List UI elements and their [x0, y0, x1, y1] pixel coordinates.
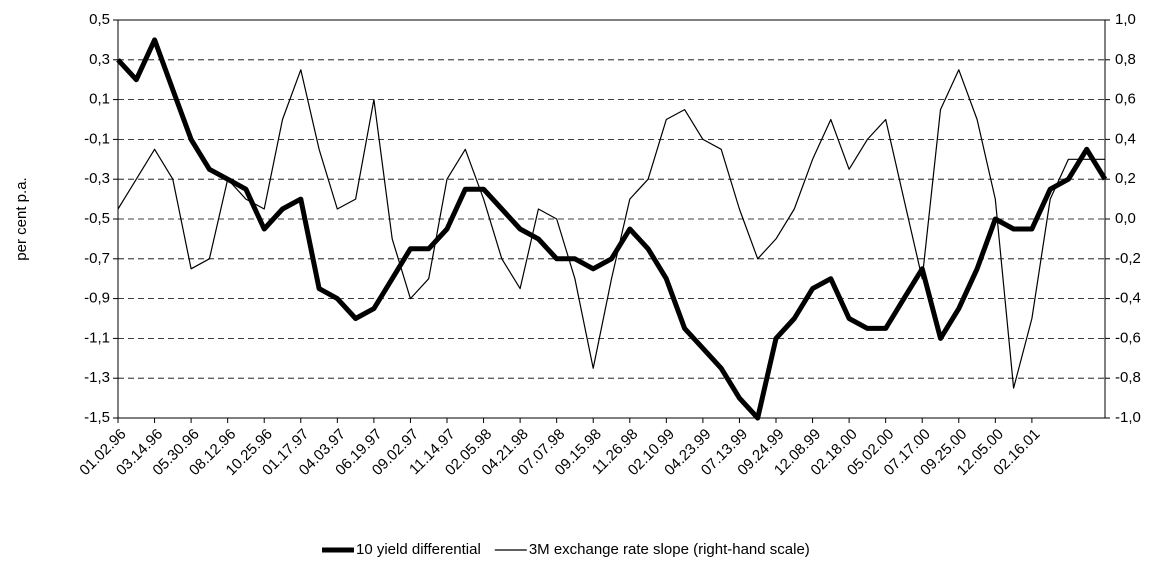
y2-tick-label: -0,8: [1115, 369, 1141, 386]
y2-tick-label: -1,0: [1115, 409, 1141, 426]
y2-tick-label: -0,6: [1115, 329, 1141, 346]
y-tick-label: -1,1: [84, 329, 110, 346]
y2-tick-label: -0,4: [1115, 290, 1141, 307]
y2-tick-label: -0,2: [1115, 250, 1141, 267]
y-tick-label: -0,3: [84, 170, 110, 187]
y-axis-label: per cent p.a.: [13, 177, 30, 260]
y-tick-label: -1,3: [84, 369, 110, 386]
y2-tick-label: 1,0: [1115, 11, 1136, 28]
y-tick-label: -0,9: [84, 290, 110, 307]
y2-tick-label: 0,4: [1115, 130, 1136, 147]
y-tick-label: -0,1: [84, 130, 110, 147]
series-line: [116, 37, 1108, 421]
y-tick-label: 0,1: [89, 91, 110, 108]
y-tick-label: -0,5: [84, 210, 110, 227]
y-tick-label: -0,7: [84, 250, 110, 267]
y-tick-label: 0,5: [89, 11, 110, 28]
y-tick-label: -1,5: [84, 409, 110, 426]
y-tick-label: 0,3: [89, 51, 110, 68]
y2-tick-label: 0,6: [1115, 91, 1136, 108]
series-line: [117, 69, 1105, 389]
y2-tick-label: 0,8: [1115, 51, 1136, 68]
legend-label: 3M exchange rate slope (right-hand scale…: [529, 541, 810, 558]
y2-tick-label: 0,2: [1115, 170, 1136, 187]
plot-frame: [117, 19, 1106, 419]
y2-tick-label: 0,0: [1115, 210, 1136, 227]
legend-label: 10 yield differential: [356, 541, 481, 558]
